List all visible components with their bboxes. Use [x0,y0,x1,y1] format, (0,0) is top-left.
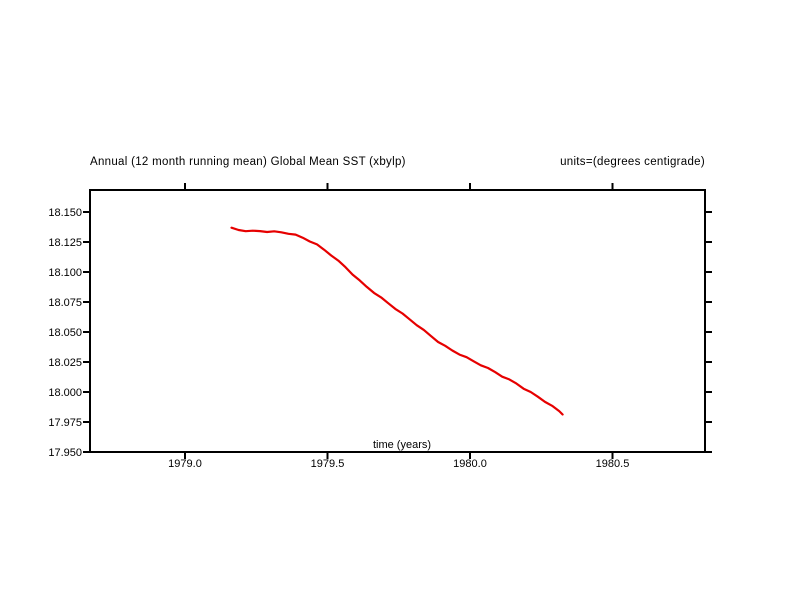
x-axis-label: time (years) [373,439,431,451]
x-tick-label: 1979.0 [168,458,202,470]
y-tick-label: 18.000 [48,387,82,399]
chart-units-label: units=(degrees centigrade) [560,156,705,168]
x-tick-label: 1980.5 [596,458,630,470]
sst-series-line [230,226,564,416]
y-tick-label: 18.100 [48,267,82,279]
plot-frame [89,189,706,453]
x-tick-label: 1980.0 [453,458,487,470]
chart-title: Annual (12 month running mean) Global Me… [90,156,406,168]
x-tick-label: 1979.5 [311,458,345,470]
y-tick-label: 18.025 [48,357,82,369]
y-tick-label: 18.050 [48,327,82,339]
y-tick-label: 18.150 [48,207,82,219]
y-tick-label: 18.075 [48,297,82,309]
y-tick-label: 18.125 [48,237,82,249]
y-tick-label: 17.950 [48,447,82,459]
y-tick-label: 17.975 [48,417,82,429]
